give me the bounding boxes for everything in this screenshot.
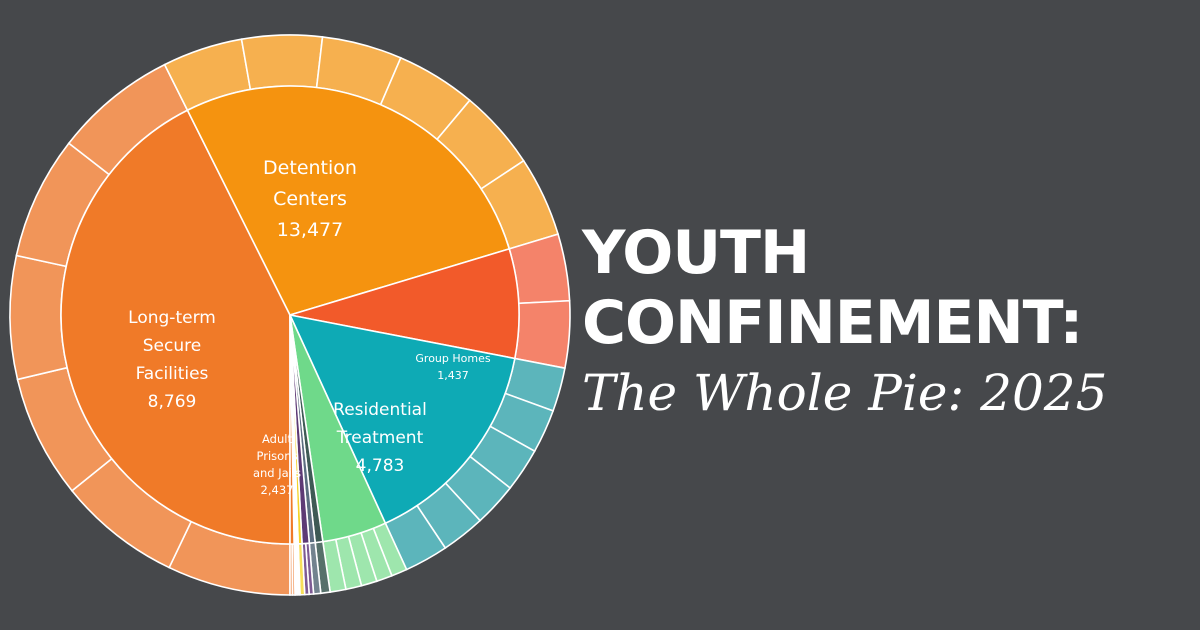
slice-label-line: Residential <box>333 400 427 420</box>
slice-label-line: Prisons <box>257 449 298 463</box>
slice-label: Detention Centers 13,477 <box>263 157 357 241</box>
sunburst-chart: Detention Centers 13,477 Long-term Secure Fac… <box>9 34 571 596</box>
title-line-1: YOUTH <box>582 218 810 288</box>
slice-label: Long-term Secure Facilities 8,769 <box>128 308 216 412</box>
slice-label-line: 1,437 <box>437 369 469 382</box>
slice-label-line: 4,783 <box>356 456 405 476</box>
slice-label-line: 8,769 <box>148 392 197 412</box>
slice-label-line: Centers <box>273 188 347 210</box>
slice-label-line: Detention <box>263 157 357 179</box>
pie-slice <box>60 109 291 545</box>
slice-label-line: 2,437 <box>261 483 294 497</box>
chart-area: Detention Centers 13,477 Long-term Secure Fac… <box>9 34 571 596</box>
outer-ring-segment <box>513 299 571 370</box>
title-line-2: CONFINEMENT: <box>582 288 1083 358</box>
slice-label-line: Long-term <box>128 308 216 328</box>
slice-label: Residential Treatment 4,783 <box>333 400 427 476</box>
slice-label-line: Adult <box>262 432 292 446</box>
subtitle: The Whole Pie: 2025 <box>582 364 1108 422</box>
outer-ring-segment <box>240 34 324 91</box>
title-block: YOUTH CONFINEMENT: The Whole Pie: 2025 <box>582 218 1182 426</box>
pie-slice <box>288 313 516 525</box>
slice-label-line: Group Homes <box>415 352 490 365</box>
pie-slice <box>289 247 520 360</box>
slice-label: Adult Prisons and Jails 2,437 <box>253 432 301 497</box>
slice-label-line: 13,477 <box>277 219 343 241</box>
slice-label-line: Treatment <box>336 428 424 448</box>
slice-label-line: and Jails <box>253 466 301 480</box>
outer-ring-segment <box>289 543 294 596</box>
pie-slice <box>289 314 295 545</box>
slice-label-line: Secure <box>143 336 201 356</box>
slice-label-line: Facilities <box>136 364 209 384</box>
outer-ring-segment <box>9 254 69 381</box>
slice-label: Group Homes 1,437 <box>415 352 490 382</box>
pie-slice <box>186 85 511 316</box>
